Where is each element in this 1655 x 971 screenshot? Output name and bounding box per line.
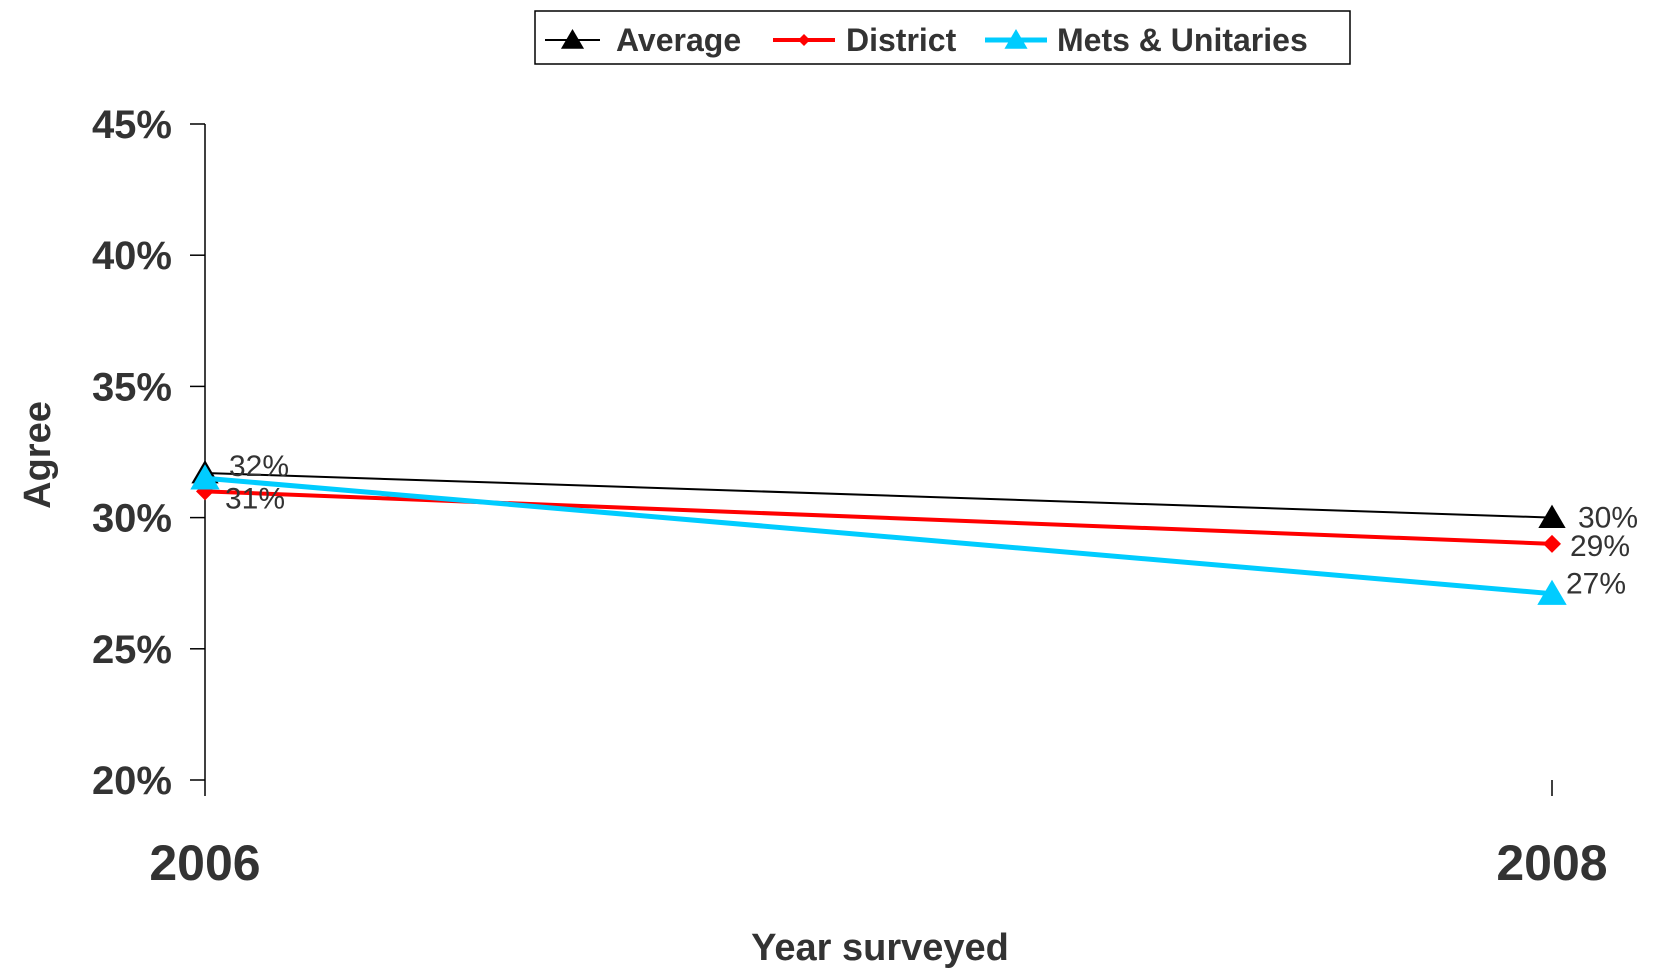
data-point [1538, 504, 1566, 528]
legend-item: District [773, 22, 957, 58]
series-mets-unitaries [190, 464, 1567, 605]
y-tick-label: 45% [92, 103, 172, 147]
legend-item: Average [545, 22, 741, 58]
data-point [1543, 534, 1561, 553]
data-label: 27% [1566, 568, 1626, 601]
x-tick-label: 2008 [1496, 835, 1607, 891]
data-labels: 32% 30% 31% 29% 27% [225, 450, 1638, 601]
y-axis: 20% 25% 30% 35% 40% 45% [92, 103, 206, 803]
data-label: 29% [1570, 530, 1630, 563]
y-tick-label: 20% [92, 759, 172, 803]
x-axis-title: Year surveyed [751, 927, 1009, 969]
series-line [204, 489, 1553, 546]
data-point [1537, 579, 1567, 605]
y-tick-label: 25% [92, 628, 172, 672]
data-label: 30% [1578, 502, 1638, 535]
x-tick-label: 2006 [149, 835, 260, 891]
data-point [190, 464, 220, 490]
x-axis: 2006 2008 [149, 780, 1608, 891]
y-axis-title: Agree [17, 401, 59, 509]
legend-label: Mets & Unitaries [1057, 22, 1308, 58]
series-layer [190, 459, 1567, 605]
data-label: 32% [229, 450, 289, 483]
series-line [204, 471, 1553, 519]
legend-label: District [846, 22, 957, 58]
series-line [204, 475, 1553, 597]
y-tick-label: 35% [92, 365, 172, 409]
legend-marker [798, 34, 810, 46]
legend-item: Mets & Unitaries [985, 22, 1308, 58]
legend-label: Average [616, 22, 741, 58]
legend: Average District Mets & Unitaries [534, 10, 1351, 65]
legend-marker [1004, 29, 1028, 49]
y-tick-label: 30% [92, 497, 172, 541]
y-tick-label: 40% [92, 234, 172, 278]
legend-box [534, 10, 1351, 65]
data-label: 31% [225, 482, 285, 515]
legend-marker [560, 29, 585, 49]
